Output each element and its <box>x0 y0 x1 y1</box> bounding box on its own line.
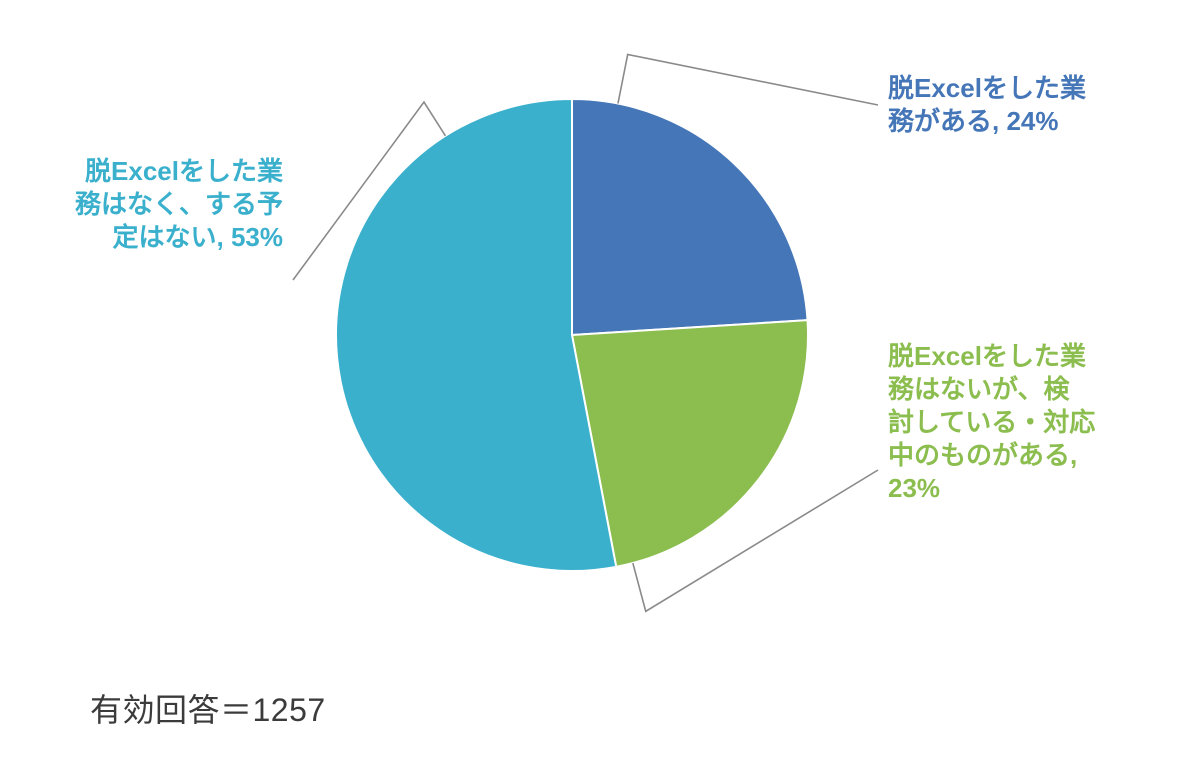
chart-stage: 脱Excelをした業務がある, 24% 脱Excelをした業務はないが、検討してい… <box>0 0 1200 769</box>
pie-slice-has-deexcel <box>572 99 808 335</box>
footer-note: 有効回答＝1257 <box>90 685 326 731</box>
slice-label-considering: 脱Excelをした業務はないが、検討している・対応中のものがある,23% <box>888 341 1095 503</box>
pie-chart: 脱Excelをした業務がある, 24% 脱Excelをした業務はないが、検討してい… <box>0 0 1200 769</box>
slice-label-none-no-plan: 脱Excelをした業務はなく、する予定はない, 53% <box>75 156 283 252</box>
slice-label-has-deexcel: 脱Excelをした業務がある, 24% <box>888 73 1086 136</box>
leader-line-has-deexcel <box>618 54 878 105</box>
